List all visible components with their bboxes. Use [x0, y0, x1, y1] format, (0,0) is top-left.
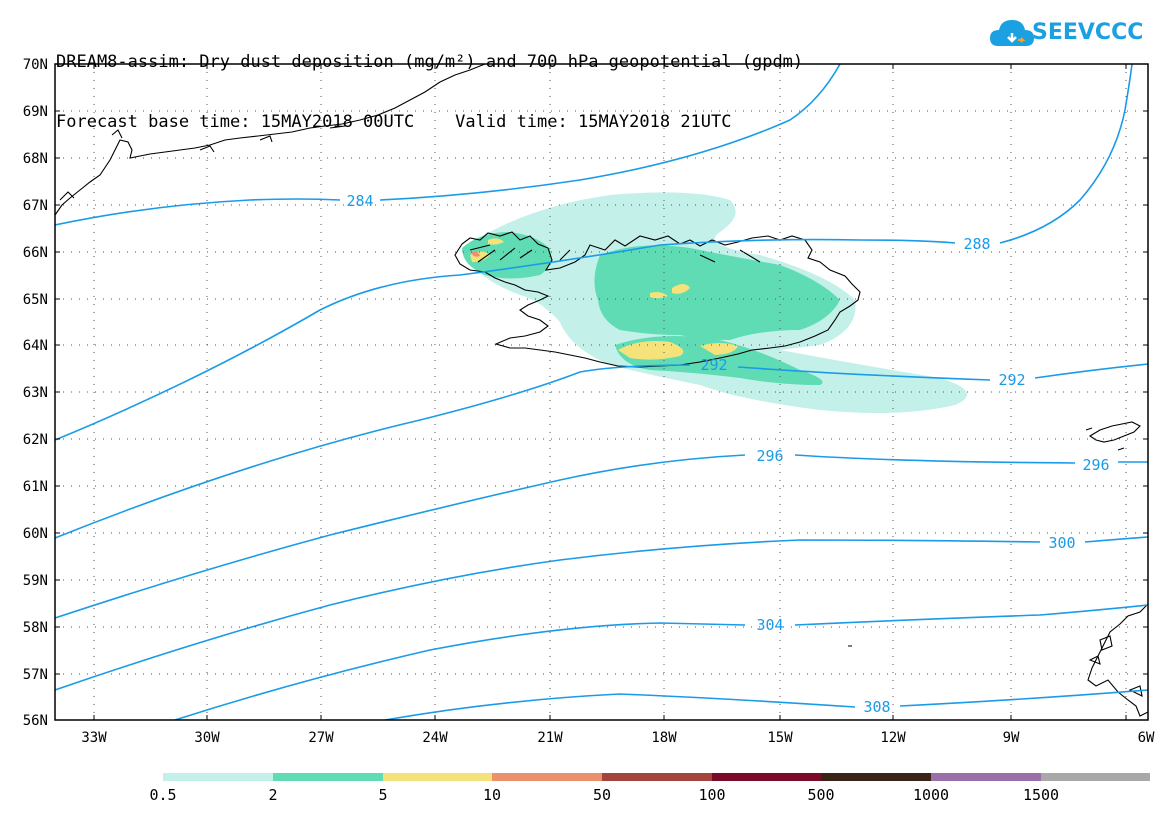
colorbar-swatch: [821, 773, 931, 781]
map-frame: [54, 63, 1149, 721]
seevccc-logo: SEEVCCC: [990, 16, 1144, 52]
lon-label: 33W: [81, 730, 107, 746]
contour-label: 296: [756, 447, 783, 465]
lat-label: 56N: [23, 713, 48, 729]
colorbar-label: 2: [268, 786, 277, 804]
colorbar-label: 10: [483, 786, 501, 804]
lat-label: 68N: [23, 151, 48, 167]
lon-label: 18W: [651, 730, 677, 746]
lon-label: 6W: [1138, 730, 1155, 746]
colorbar-label: 50: [593, 786, 611, 804]
lon-label: 27W: [308, 730, 334, 746]
contour-label: 288: [963, 235, 990, 253]
lat-label: 69N: [23, 104, 48, 120]
dust-area-very-high: [472, 251, 480, 257]
colorbar-swatch: [163, 773, 273, 781]
lat-label: 59N: [23, 573, 48, 589]
contour-288: [55, 64, 1133, 441]
graticule-meridians: [93, 64, 1127, 720]
colorbar-swatch: [273, 773, 383, 781]
axis-ticks: [55, 64, 1148, 720]
colorbar-label: 0.5: [149, 786, 176, 804]
contour-label: 284: [346, 192, 373, 210]
dust-area-high: [488, 238, 504, 245]
logo-text: SEEVCCC: [1032, 20, 1144, 45]
geopotential-contours: [55, 64, 1148, 720]
coastline-iceland-fjords: [469, 244, 761, 263]
lat-label: 58N: [23, 620, 48, 636]
dust-area-medium: [594, 245, 840, 340]
colorbar-labels: 0.5 2 5 10 50 100 500 1000 1500: [149, 786, 1059, 804]
colorbar: [163, 773, 1150, 781]
contour-label: 300: [1048, 534, 1075, 552]
lon-label: 15W: [767, 730, 793, 746]
dust-area-high: [618, 341, 684, 360]
lat-label: 66N: [23, 245, 48, 261]
dust-area-high: [672, 284, 690, 294]
lon-label: 12W: [880, 730, 906, 746]
contour-304: [174, 604, 1148, 720]
contour-296: [55, 454, 1148, 619]
colorbar-label: 1500: [1023, 786, 1059, 804]
colorbar-swatch: [1041, 773, 1150, 781]
lat-label: 62N: [23, 432, 48, 448]
contour-labels: 284 288 292 292 296 296 300 304 308: [346, 192, 1109, 716]
contour-label: 296: [1082, 456, 1109, 474]
lat-label: 67N: [23, 198, 48, 214]
colorbar-swatch: [492, 773, 602, 781]
lon-label: 24W: [422, 730, 448, 746]
colorbar-label: 5: [378, 786, 387, 804]
contour-284: [55, 64, 841, 226]
title-line-2: Forecast base time: 15MAY2018 00UTC Vali…: [56, 112, 732, 132]
lat-label: 57N: [23, 667, 48, 683]
longitude-labels: 33W 30W 27W 24W 21W 18W 15W 12W 9W 6W: [81, 730, 1155, 746]
colorbar-swatch: [383, 773, 492, 781]
colorbar-label: 500: [807, 786, 834, 804]
coastline-scotland: [1087, 603, 1148, 717]
graticule: [55, 64, 1148, 720]
lat-ticks: [55, 110, 1148, 675]
colorbar-label: 100: [698, 786, 725, 804]
colorbar-swatch: [931, 773, 1041, 781]
lat-label: 64N: [23, 338, 48, 354]
lat-label: 61N: [23, 479, 48, 495]
contour-label: 292: [700, 356, 727, 374]
graticule-parallels: [55, 110, 1148, 675]
coastline-greenland: [55, 64, 486, 216]
coastline-faroe-islets: [848, 427, 1125, 647]
lon-ticks: [93, 64, 1127, 720]
contour-label: 308: [863, 698, 890, 716]
coastline-iceland: [454, 231, 861, 368]
lat-label: 65N: [23, 292, 48, 308]
lon-label: 21W: [537, 730, 563, 746]
lat-label: 63N: [23, 385, 48, 401]
title-line-1: DREAM8-assim: Dry dust deposition (mg/m²…: [56, 52, 804, 72]
coastline-greenland-islands: [59, 125, 346, 201]
contour-292: [55, 363, 1148, 539]
cloud-icon: [990, 20, 1034, 46]
dust-area-high: [700, 343, 738, 355]
coastlines: [55, 64, 1148, 717]
lon-label: 30W: [194, 730, 220, 746]
contour-308: [384, 689, 1148, 720]
dust-deposition-field: [462, 192, 967, 414]
contour-label: 292: [998, 371, 1025, 389]
coastline-hebrides: [1088, 635, 1143, 697]
colorbar-swatch: [712, 773, 821, 781]
colorbar-swatch: [602, 773, 712, 781]
coastline-faroe-islands: [1088, 421, 1141, 443]
lat-label: 60N: [23, 526, 48, 542]
contour-label: 304: [756, 616, 783, 634]
colorbar-label: 1000: [913, 786, 949, 804]
lat-label: 70N: [23, 57, 48, 73]
map-title: DREAM8-assim: Dry dust deposition (mg/m²…: [56, 12, 803, 152]
lon-label: 9W: [1003, 730, 1020, 746]
contour-300: [55, 536, 1148, 691]
latitude-labels: 70N 69N 68N 67N 66N 65N 64N 63N 62N 61N …: [23, 57, 48, 729]
